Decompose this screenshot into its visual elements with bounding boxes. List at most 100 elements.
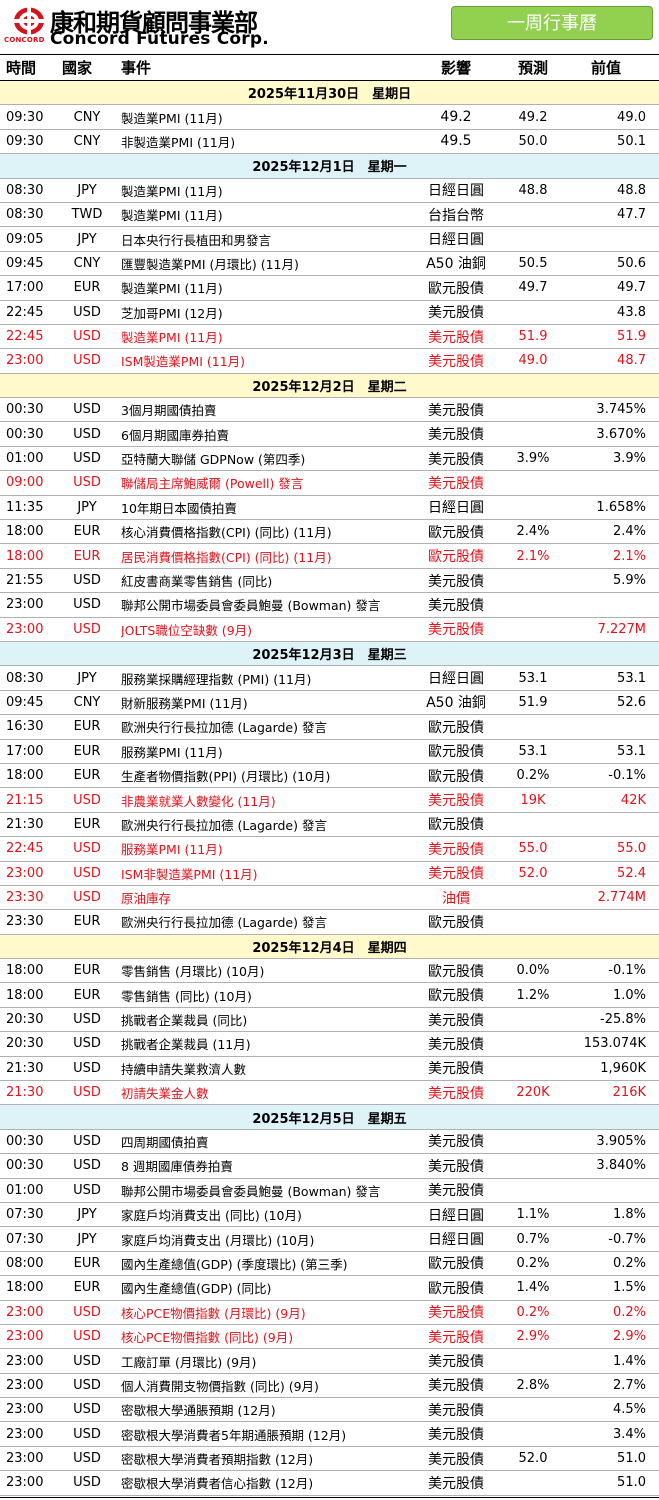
event-forecast: 1.4% xyxy=(516,1280,550,1296)
event-forecast: 0.2% xyxy=(516,1304,550,1320)
event-time: 23:00 xyxy=(6,1304,44,1320)
event-country: USD xyxy=(73,1182,101,1198)
event-impact: 美元股債 xyxy=(428,1378,484,1395)
event-time: 21:30 xyxy=(6,816,44,832)
event-forecast: 50.5 xyxy=(518,255,548,271)
header-previous: 前值 xyxy=(590,59,621,77)
event-forecast: 2.1% xyxy=(516,548,550,564)
event-time: 11:35 xyxy=(6,499,44,515)
event-time: 20:30 xyxy=(6,1036,44,1052)
event-previous: 55.0 xyxy=(617,841,646,857)
event-forecast xyxy=(500,715,566,738)
event-country: CNY xyxy=(73,255,101,271)
event-row: 07:30 JPY 家庭戶均消費支出 (同比) (10月) 日經日圓 1.1% 1.8% xyxy=(0,1203,659,1228)
event-row: 23:30 USD 原油庫存 油價 2.774M xyxy=(0,886,659,911)
event-country: JPY xyxy=(77,1231,97,1247)
concord-logo-icon xyxy=(14,7,44,35)
event-row: 23:00 USD 個人消費開支物價指數 (同比) (9月) 美元股債 2.8% 2.7% xyxy=(0,1374,659,1399)
event-previous: -25.8% xyxy=(600,1012,646,1028)
event-impact: 歐元股債 xyxy=(428,1256,484,1273)
event-row: 08:30 JPY 製造業PMI (11月) 日經日圓 48.8 48.8 xyxy=(0,179,659,203)
event-row: 23:00 USD ISM製造業PMI (11月) 美元股債 49.0 48.7 xyxy=(0,349,659,374)
event-previous: 51.0 xyxy=(617,1451,646,1467)
event-previous: 2.7% xyxy=(612,1377,646,1393)
event-time: 09:30 xyxy=(6,133,44,149)
event-time: 18:00 xyxy=(6,963,44,979)
event-previous: 3.4% xyxy=(612,1426,646,1442)
date-header-row: 2025年12月5日 星期五 xyxy=(0,1105,659,1130)
event-time: 22:45 xyxy=(6,304,44,320)
event-name: 服務業PMI (11月) xyxy=(121,744,223,760)
event-time: 07:30 xyxy=(6,1231,44,1247)
event-country: USD xyxy=(73,1475,101,1491)
event-country: CNY xyxy=(73,109,101,125)
event-forecast xyxy=(500,1057,566,1080)
event-time: 21:15 xyxy=(6,792,44,808)
event-time: 08:30 xyxy=(6,670,44,686)
event-name: 服務業採購經理指數 (PMI) (11月) xyxy=(121,671,312,687)
event-name: 原油庫存 xyxy=(121,891,172,907)
event-time: 23:00 xyxy=(6,1402,44,1418)
header-forecast: 預測 xyxy=(517,59,548,77)
event-previous: -0.1% xyxy=(608,768,646,784)
event-impact: 49.2 xyxy=(440,109,472,126)
event-impact: 油價 xyxy=(442,890,470,907)
event-impact: 美元股債 xyxy=(428,1329,484,1346)
event-name: 核心PCE物價指數 (月環比) (9月) xyxy=(121,1305,306,1321)
event-name: 挑戰者企業裁員 (11月) xyxy=(121,1037,251,1053)
event-name: 生產者物價指數(PPI) (月環比) (10月) xyxy=(121,769,331,785)
event-impact: A50 油銅 xyxy=(426,256,486,273)
event-row: 23:30 EUR 歐洲央行行長拉加德 (Lagarde) 發言 歐元股債 xyxy=(0,910,659,935)
event-time: 23:00 xyxy=(6,1329,44,1345)
event-time: 21:30 xyxy=(6,1085,44,1101)
event-forecast: 55.0 xyxy=(518,841,548,857)
event-previous: 53.1 xyxy=(617,670,646,686)
event-forecast: 19K xyxy=(520,792,546,808)
event-impact: 日經日圓 xyxy=(428,183,484,200)
event-impact: 美元股債 xyxy=(428,1012,484,1029)
event-row: 09:30 CNY 非製造業PMI (11月) 49.5 50.0 50.1 xyxy=(0,130,659,155)
event-name: 挑戰者企業裁員 (同比) xyxy=(121,1013,248,1029)
event-previous: 3.840% xyxy=(596,1158,646,1174)
event-previous: 43.8 xyxy=(617,304,646,320)
event-forecast: 53.1 xyxy=(518,743,548,759)
event-name: 密歇根大學消費者預期指數 (12月) xyxy=(121,1452,314,1468)
event-name: 居民消費價格指數(CPI) (同比) (11月) xyxy=(121,549,332,565)
event-country: CNY xyxy=(73,133,101,149)
event-forecast: 52.0 xyxy=(518,865,548,881)
event-country: JPY xyxy=(77,182,97,198)
logo-wordmark: CONCORD xyxy=(4,36,45,44)
event-forecast: 1.2% xyxy=(516,987,550,1003)
event-time: 16:30 xyxy=(6,719,44,735)
event-time: 09:45 xyxy=(6,694,44,710)
event-row: 09:05 JPY 日本央行行長植田和男發言 日經日圓 xyxy=(0,227,659,252)
event-row: 21:55 USD 紅皮書商業零售銷售 (同比) 美元股債 5.9% xyxy=(0,569,659,594)
event-time: 01:00 xyxy=(6,451,44,467)
event-previous: 2.4% xyxy=(612,524,646,540)
event-previous: 49.0 xyxy=(617,109,646,125)
event-time: 00:30 xyxy=(6,1158,44,1174)
event-country: USD xyxy=(73,1426,101,1442)
event-previous: 47.7 xyxy=(617,207,646,223)
event-country: USD xyxy=(73,304,101,320)
event-country: USD xyxy=(73,426,101,442)
event-time: 09:00 xyxy=(6,475,44,491)
event-forecast xyxy=(500,301,566,324)
event-name: 紅皮書商業零售銷售 (同比) xyxy=(121,574,273,589)
event-time: 23:30 xyxy=(6,890,44,906)
header-impact: 影響 xyxy=(440,59,471,77)
event-row: 18:00 EUR 核心消費價格指數(CPI) (同比) (11月) 歐元股債 2.4%… xyxy=(0,520,659,545)
event-name: 3個月期國債拍賣 xyxy=(121,403,217,419)
event-forecast xyxy=(500,569,566,592)
event-time: 21:55 xyxy=(6,573,44,588)
event-forecast xyxy=(500,618,566,641)
event-impact: 美元股債 xyxy=(428,1183,484,1200)
column-header-row: 時間 國家 事件 影響 預測 前值 xyxy=(0,55,659,81)
event-previous: -0.7% xyxy=(608,1231,646,1247)
weekly-calendar-badge: 一周行事曆 xyxy=(451,6,653,40)
event-time: 23:00 xyxy=(6,621,44,637)
event-impact: 美元股債 xyxy=(428,1036,484,1053)
event-time: 23:30 xyxy=(6,914,44,930)
event-impact: 日經日圓 xyxy=(428,232,484,249)
event-row: 09:45 CNY 匯豐製造業PMI (月環比) (11月) A50 油銅 50.5 50… xyxy=(0,252,659,277)
